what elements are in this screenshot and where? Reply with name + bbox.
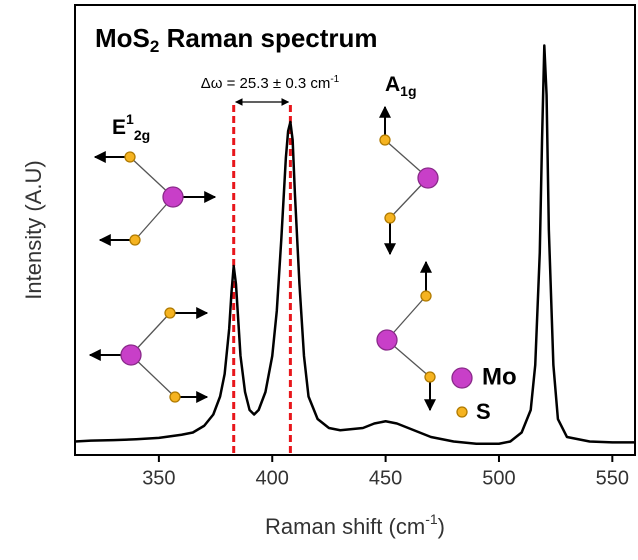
chart-title-part: 2 — [150, 37, 159, 56]
chart-title-part: Raman spectrum — [159, 23, 377, 53]
legend-label: Mo — [482, 363, 517, 390]
shift-annotation: Δω = 25.3 ± 0.3 cm-1 — [201, 74, 340, 92]
x-axis-label-part: Raman shift (cm — [265, 514, 425, 539]
legend-label: S — [476, 399, 491, 424]
x-axis-label-part: ) — [438, 514, 445, 539]
mode-label-part: A — [385, 73, 400, 96]
x-tick-label: 550 — [596, 467, 629, 489]
spectrum-line — [74, 44, 635, 445]
plot-frame — [74, 4, 636, 456]
shift-annotation-part: Δω = 25.3 ± 0.3 cm — [201, 75, 331, 92]
shift-annotation-part: -1 — [330, 74, 339, 85]
mode-label-part: 2g — [134, 127, 150, 143]
mode-label-part: 1 — [126, 111, 134, 127]
y-axis-label: Intensity (A.U) — [21, 160, 46, 299]
chart-title: MoS2 Raman spectrum — [95, 23, 378, 57]
x-tick-label: 500 — [482, 467, 515, 489]
x-axis-label-part: -1 — [425, 511, 438, 527]
chart-title-part: MoS — [95, 23, 150, 53]
mode-diagrams — [88, 105, 473, 418]
mode-label: A1g — [385, 73, 417, 99]
x-axis-label: Raman shift (cm-1) — [265, 511, 445, 539]
mode-label-part: 1g — [400, 83, 416, 99]
x-tick-label: 350 — [142, 467, 175, 489]
x-tick-label: 450 — [369, 467, 402, 489]
mode-label-part: E — [112, 116, 126, 139]
x-tick-label: 400 — [256, 467, 289, 489]
mode-label: E12g — [112, 111, 150, 143]
